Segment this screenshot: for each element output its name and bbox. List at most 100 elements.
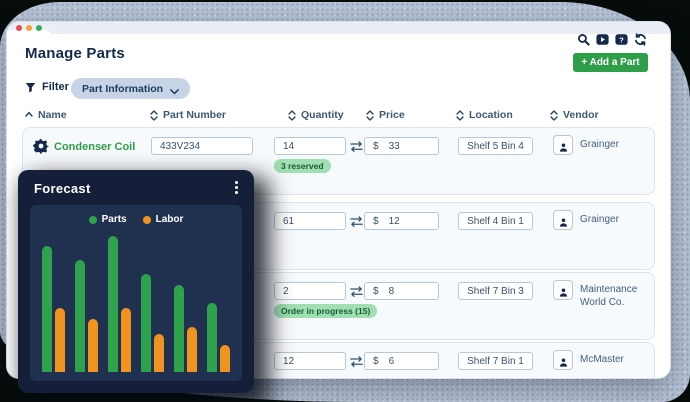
forecast-title: Forecast (34, 181, 91, 196)
bar-parts (174, 285, 184, 372)
column-label: Name (38, 109, 67, 121)
person-icon (558, 215, 569, 227)
funnel-icon (25, 82, 36, 93)
price-input[interactable] (388, 355, 419, 367)
vendor-button[interactable] (553, 135, 573, 155)
window-titlebar (7, 22, 670, 35)
traffic-light[interactable] (16, 25, 22, 31)
help-icon[interactable]: ? (615, 33, 628, 46)
column-header-price[interactable]: Price (366, 109, 405, 121)
price-input-group[interactable]: $ (364, 282, 439, 300)
quantity-input[interactable] (274, 137, 346, 155)
search-icon[interactable] (577, 33, 590, 46)
location-input[interactable] (458, 137, 533, 155)
bar-group (174, 285, 197, 372)
bar-parts (207, 303, 217, 372)
vendor-button[interactable] (553, 280, 573, 300)
bar-group (207, 303, 230, 372)
bar-group (42, 246, 65, 372)
price-input[interactable] (388, 285, 419, 297)
column-label: Vendor (563, 109, 599, 121)
filter-label: Filter (42, 81, 69, 93)
browser-tab[interactable] (7, 30, 51, 35)
column-header-name[interactable]: Name (25, 109, 67, 121)
chart-legend: Parts Labor (30, 214, 242, 225)
sort-asc-icon (25, 110, 33, 121)
column-label: Quantity (301, 109, 344, 121)
vendor-name: Grainger (580, 139, 619, 150)
window-toolbar: ? (577, 33, 647, 46)
quantity-input[interactable] (274, 282, 346, 300)
sort-both-icon (456, 109, 464, 121)
vendor-button[interactable] (553, 210, 573, 230)
column-header-part-number[interactable]: Part Number (150, 109, 226, 121)
bar-group (108, 236, 131, 372)
location-input[interactable] (458, 282, 533, 300)
sort-both-icon (366, 109, 374, 121)
legend-item-parts: Parts (88, 214, 127, 225)
traffic-light[interactable] (26, 25, 32, 31)
legend-item-labor: Labor (142, 214, 184, 225)
part-information-dropdown[interactable]: Part Information (71, 78, 191, 99)
column-header-location[interactable]: Location (456, 109, 513, 121)
currency-label: $ (373, 140, 379, 152)
location-input[interactable] (458, 352, 533, 370)
bar-parts (108, 236, 118, 372)
page-title: Manage Parts (25, 45, 125, 62)
dropdown-label: Part Information (82, 82, 164, 95)
column-label: Part Number (163, 109, 227, 121)
bar-parts (42, 246, 52, 372)
part-name-link[interactable]: Condenser Coil (54, 141, 136, 153)
svg-text:?: ? (619, 35, 624, 44)
price-input-group[interactable]: $ (364, 352, 439, 370)
price-input-group[interactable]: $ (364, 137, 439, 155)
video-icon[interactable] (596, 33, 609, 46)
filter-button[interactable]: Filter (25, 81, 69, 93)
parts-legend-dot (88, 215, 97, 224)
bar-group (75, 260, 98, 372)
swap-arrows-icon[interactable] (349, 214, 364, 227)
labor-legend-dot (142, 215, 151, 224)
chevron-down-icon (170, 86, 179, 95)
column-header-quantity[interactable]: Quantity (288, 109, 344, 121)
legend-label: Labor (155, 214, 184, 225)
sort-both-icon (288, 109, 296, 121)
traffic-lights (16, 25, 42, 31)
bar-labor (88, 319, 98, 372)
forecast-card: Forecast Parts Labor (18, 170, 254, 393)
currency-label: $ (373, 285, 379, 297)
vendor-name: McMaster (580, 354, 624, 365)
sync-icon[interactable] (634, 33, 647, 46)
gear-icon[interactable] (32, 138, 49, 155)
kebab-menu-icon[interactable] (230, 181, 242, 197)
currency-label: $ (373, 215, 379, 227)
price-input[interactable] (388, 215, 419, 227)
swap-arrows-icon[interactable] (349, 284, 364, 297)
price-input[interactable] (388, 140, 419, 152)
person-icon (558, 140, 569, 152)
swap-arrows-icon[interactable] (349, 354, 364, 367)
bar-labor (154, 334, 164, 372)
location-input[interactable] (458, 212, 533, 230)
part-number-input[interactable] (151, 137, 253, 155)
swap-arrows-icon[interactable] (349, 139, 364, 152)
column-label: Location (469, 109, 513, 121)
price-input-group[interactable]: $ (364, 212, 439, 230)
traffic-light[interactable] (36, 25, 42, 31)
bar-labor (220, 345, 230, 372)
reserved-badge: 3 reserved (274, 159, 331, 173)
quantity-input[interactable] (274, 212, 346, 230)
bar-labor (121, 308, 131, 372)
sort-both-icon (150, 109, 158, 121)
legend-label: Parts (101, 214, 127, 225)
vendor-name: Grainger (580, 214, 619, 225)
sort-both-icon (550, 109, 558, 121)
forecast-chart-panel: Parts Labor (30, 205, 242, 381)
vendor-button[interactable] (553, 350, 573, 370)
quantity-input[interactable] (274, 352, 346, 370)
add-part-button[interactable]: + Add a Part (573, 53, 648, 72)
column-label: Price (379, 109, 405, 121)
column-header-vendor[interactable]: Vendor (550, 109, 599, 121)
vendor-name: Maintenance World Co. (580, 284, 638, 308)
